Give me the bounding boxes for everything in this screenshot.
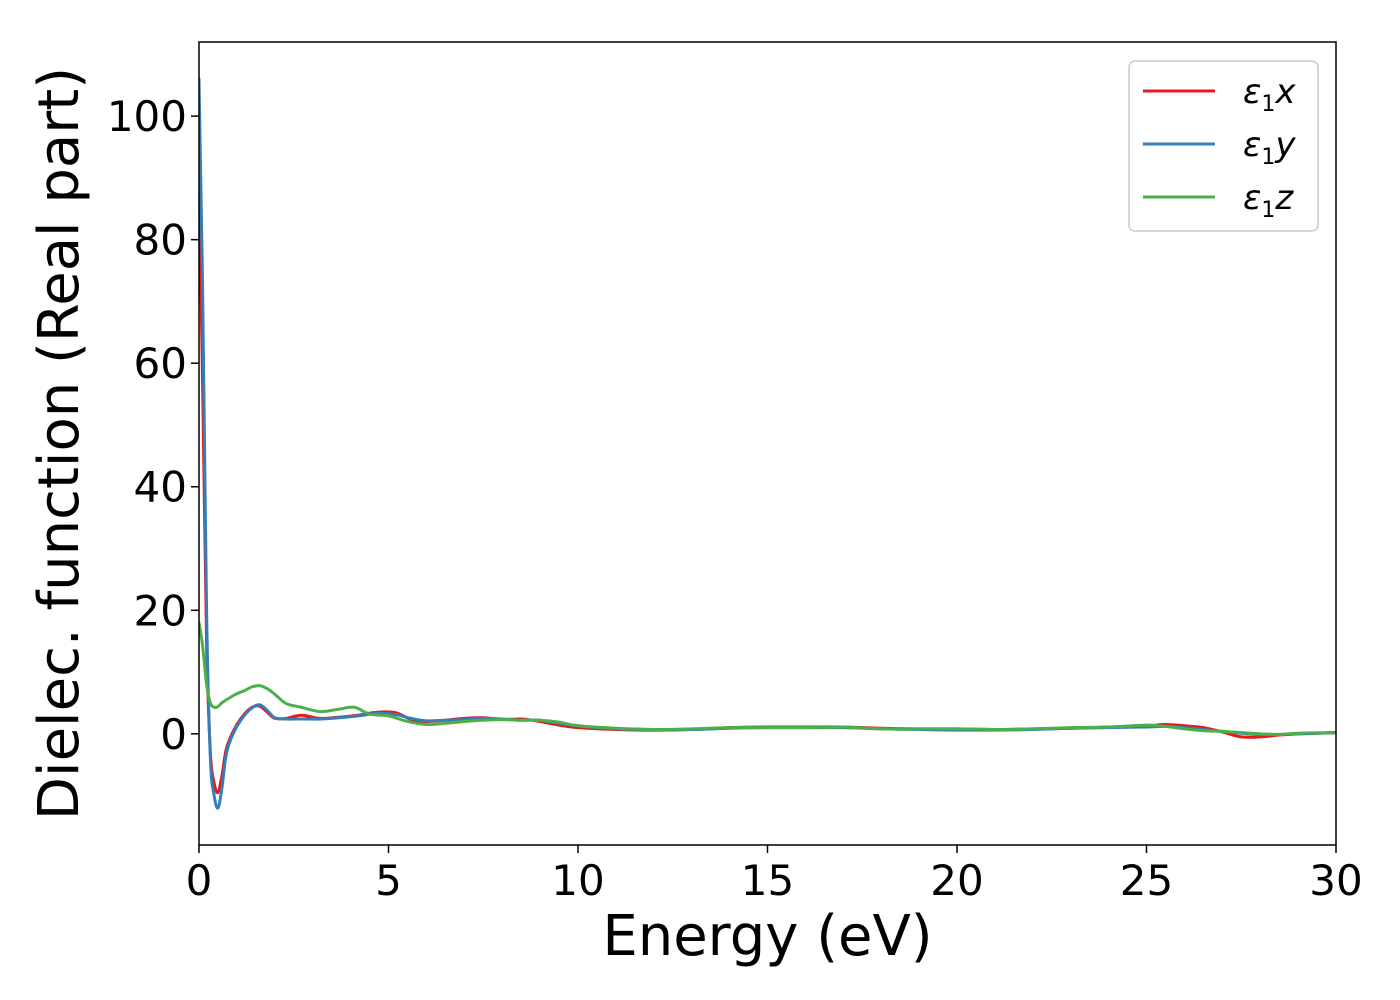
y-axis-title: Dielec. function (Real part) (27, 67, 92, 820)
x-tick-label: 25 (1120, 856, 1173, 905)
x-tick-label: 30 (1309, 856, 1362, 905)
y-tick-label: 100 (107, 92, 187, 141)
legend: ε1x ε1y ε1z (1128, 60, 1319, 232)
y-tick-label: 20 (134, 586, 187, 635)
x-tick-label: 20 (930, 856, 983, 905)
legend-label-z: ε1z (1243, 178, 1294, 223)
y-tick-label: 0 (160, 710, 187, 759)
y-tick-label: 80 (134, 216, 187, 265)
y-tick-label: 60 (134, 339, 187, 388)
series-line-z (199, 621, 1336, 736)
x-tick-label: 15 (741, 856, 794, 905)
x-tick-label: 5 (375, 856, 402, 905)
series-layer (199, 77, 1336, 810)
y-axis: 0 20 40 60 80 100 (107, 92, 199, 759)
y-tick-label: 40 (134, 463, 187, 512)
legend-box (1128, 60, 1319, 232)
x-axis-title: Energy (eV) (602, 904, 932, 969)
legend-label-x: ε1x (1243, 72, 1296, 117)
x-axis: 0 5 10 15 20 25 30 (186, 845, 1363, 905)
series-line-x (199, 176, 1336, 795)
legend-label-y: ε1y (1243, 125, 1296, 170)
x-tick-label: 10 (551, 856, 604, 905)
x-tick-label: 0 (186, 856, 213, 905)
